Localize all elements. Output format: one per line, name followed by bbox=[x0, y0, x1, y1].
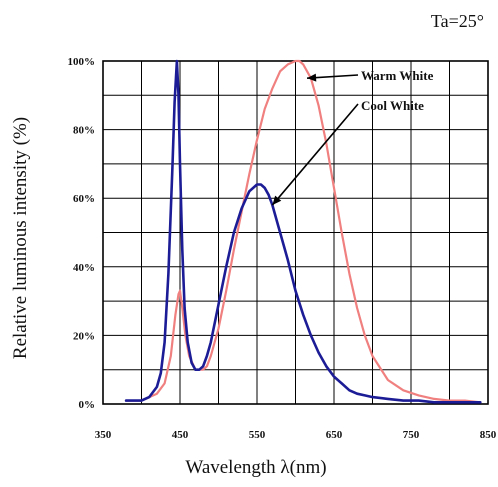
cool-white-arrow bbox=[271, 103, 359, 206]
series-line-warm-white bbox=[125, 59, 482, 404]
y-tick-label: 60% bbox=[73, 193, 95, 205]
y-tick-label: 80% bbox=[73, 125, 95, 137]
warm-white-annotation: Warm White bbox=[361, 68, 434, 83]
x-tick-label: 650 bbox=[326, 429, 343, 441]
x-tick-label: 550 bbox=[249, 429, 266, 441]
x-tick-label: 450 bbox=[172, 429, 189, 441]
y-axis-title: Relative luminous intensity (%) bbox=[10, 117, 31, 359]
annotation-arrows bbox=[271, 73, 359, 206]
x-tick-label: 850 bbox=[480, 429, 497, 441]
x-tick-label: 750 bbox=[403, 429, 420, 441]
y-tick-label: 40% bbox=[73, 262, 95, 274]
x-axis-title: Wavelength λ(nm) bbox=[185, 457, 326, 478]
temperature-note: Ta=25° bbox=[431, 11, 484, 31]
y-tick-label: 20% bbox=[73, 330, 95, 342]
series-lines bbox=[124, 59, 482, 404]
series-line-cool-white bbox=[124, 59, 482, 404]
y-tick-label: 100% bbox=[68, 56, 96, 68]
x-tick-label: 350 bbox=[95, 429, 112, 441]
warm-white-arrow-head bbox=[307, 73, 317, 82]
grid bbox=[102, 60, 489, 405]
cool-white-annotation: Cool White bbox=[361, 98, 424, 113]
y-tick-labels: 0% 20% 40% 60% 80% 100% bbox=[68, 56, 96, 411]
x-tick-labels: 350 450 550 650 750 850 bbox=[95, 429, 497, 441]
y-tick-label: 0% bbox=[79, 399, 96, 411]
cool-white-arrow-head bbox=[272, 195, 282, 206]
